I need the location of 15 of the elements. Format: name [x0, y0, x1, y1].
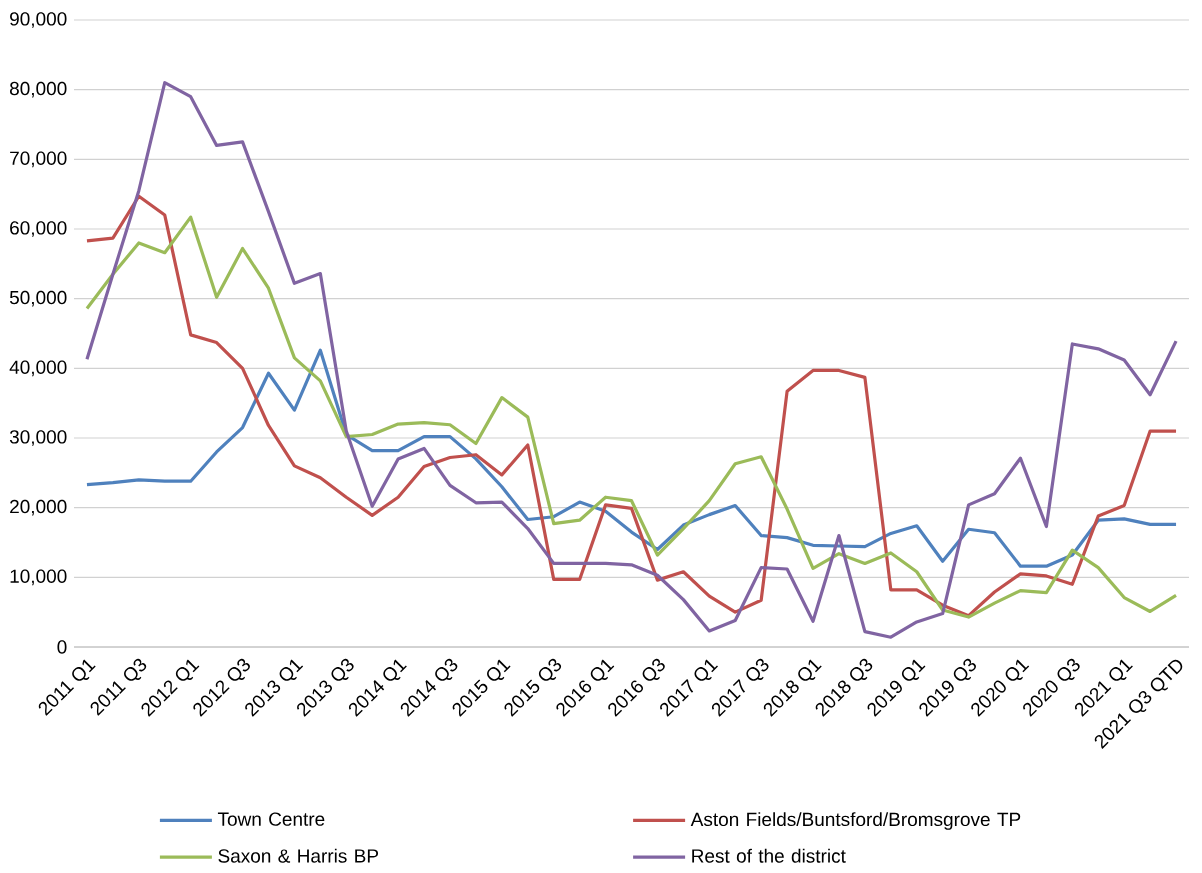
- y-tick-label: 50,000: [9, 290, 67, 307]
- y-tick-label: 30,000: [9, 430, 67, 446]
- y-tick-label: 90,000: [10, 12, 67, 28]
- y-tick-label: 40,000: [9, 360, 67, 377]
- y-tick-label: 20,000: [10, 499, 67, 516]
- y-tick-label: 60,000: [10, 221, 67, 237]
- line-series: [85, 348, 1178, 568]
- legend-label: Aston Fields/Buntsford/Bromsgrove TP: [690, 812, 1021, 830]
- legend-label: Town Centre: [217, 812, 325, 826]
- legend-label: Rest of the district: [692, 848, 846, 863]
- legend-label: Saxon & Harris BP: [218, 848, 379, 863]
- y-tick-label: 10,000: [10, 569, 67, 586]
- y-tick-label: 80,000: [9, 81, 67, 98]
- y-tick-label: 0: [57, 640, 67, 654]
- y-tick-label: 70,000: [10, 151, 67, 168]
